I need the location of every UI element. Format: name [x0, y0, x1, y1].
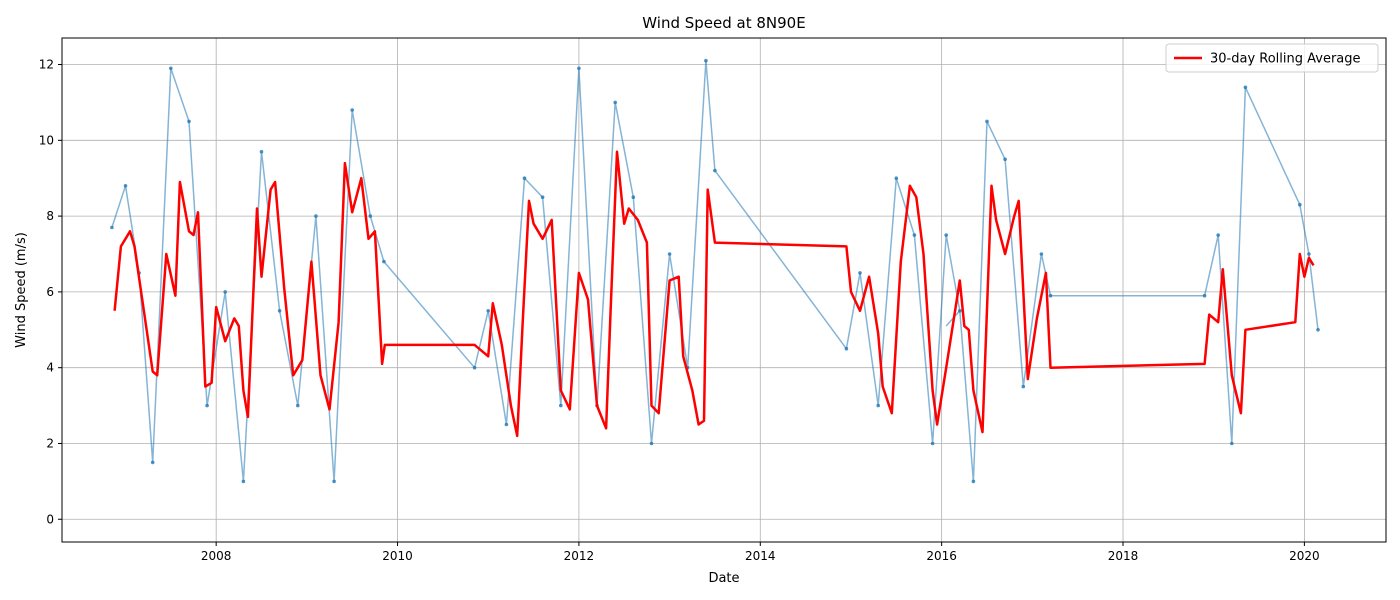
y-tick-label: 0	[46, 512, 54, 526]
y-axis-ticks: 0 2 4 6 8 10 12	[39, 58, 62, 526]
x-tick-label: 2014	[745, 549, 776, 563]
plot-frame	[61, 37, 1387, 543]
raw-data-point	[259, 149, 264, 154]
rolling-average-line	[113, 150, 1315, 438]
raw-data-point	[169, 66, 173, 71]
raw-data-point	[382, 259, 386, 264]
raw-data-point	[912, 233, 917, 237]
raw-data-point	[844, 346, 849, 351]
y-tick-label: 4	[46, 361, 54, 375]
raw-data-point	[472, 365, 477, 370]
raw-data-point	[205, 403, 209, 408]
raw-data-point	[1048, 293, 1053, 298]
x-axis-ticks: 2008 2010 2012 2014 2016 2018 2020	[201, 542, 1320, 563]
raw-data-point	[713, 168, 717, 173]
raw-data-point	[858, 271, 862, 275]
raw-data-point	[1202, 293, 1207, 298]
raw-data-point	[350, 108, 355, 112]
y-axis-label: Wind Speed (m/s)	[14, 232, 29, 348]
y-tick-label: 8	[46, 209, 54, 223]
y-tick-label: 6	[46, 285, 54, 299]
legend-box	[1165, 43, 1379, 73]
raw-data-point	[631, 195, 636, 199]
raw-data-point	[649, 441, 654, 446]
raw-data-point	[613, 100, 617, 105]
y-tick-label: 12	[39, 58, 54, 72]
raw-data-point	[223, 290, 227, 294]
raw-data-point	[894, 176, 899, 180]
raw-data-point	[1307, 252, 1311, 256]
raw-data-point	[486, 309, 491, 313]
raw-data-point	[277, 309, 282, 313]
raw-data-point	[1021, 384, 1026, 389]
grid-lines	[62, 38, 1386, 542]
x-tick-label: 2018	[1108, 549, 1139, 563]
raw-series-line	[1203, 87, 1247, 444]
raw-data-point	[667, 252, 672, 256]
raw-data-point	[1039, 252, 1044, 256]
raw-data-point	[187, 119, 191, 124]
raw-data-point	[1316, 328, 1320, 332]
raw-data-point	[985, 119, 989, 124]
x-tick-label: 2016	[926, 549, 957, 563]
raw-data-point	[971, 479, 976, 484]
chart-title: Wind Speed at 8N90E	[642, 14, 805, 32]
raw-data-point	[522, 176, 527, 180]
raw-data-point	[368, 214, 373, 218]
legend-label-rolling-average: 30-day Rolling Average	[1210, 52, 1361, 67]
raw-data-point	[1243, 85, 1248, 90]
y-tick-label: 2	[46, 436, 54, 450]
raw-data-point	[1230, 441, 1234, 446]
raw-connector-line	[714, 170, 848, 350]
raw-data-point	[1003, 157, 1007, 162]
rolling-average-series	[113, 150, 1315, 438]
x-axis-label: Date	[708, 571, 739, 586]
raw-data-point	[577, 66, 581, 71]
raw-data-point	[944, 233, 948, 237]
x-tick-label: 2020	[1289, 549, 1320, 563]
raw-data-point	[123, 184, 128, 188]
raw-data-point	[930, 441, 935, 446]
raw-data-point	[150, 460, 155, 465]
x-tick-label: 2010	[382, 549, 413, 563]
raw-data-point	[958, 309, 962, 313]
x-tick-label: 2008	[201, 549, 232, 563]
raw-data-point	[704, 58, 708, 63]
raw-connector-line	[383, 261, 476, 369]
raw-data-point	[110, 225, 114, 230]
raw-data-point	[876, 403, 880, 408]
raw-data-point	[241, 479, 246, 484]
raw-data-point	[296, 403, 300, 408]
raw-data-point	[504, 422, 509, 427]
y-tick-label: 10	[39, 133, 54, 147]
raw-data-point	[1216, 233, 1220, 237]
raw-data-point	[332, 479, 336, 484]
raw-data-point	[540, 195, 545, 199]
raw-connector-line	[1244, 86, 1301, 206]
legend: 30-day Rolling Average	[1165, 43, 1379, 73]
x-tick-label: 2012	[564, 549, 595, 563]
raw-data-point	[314, 214, 318, 218]
raw-data-point	[559, 403, 563, 408]
raw-data-point	[1298, 202, 1302, 207]
